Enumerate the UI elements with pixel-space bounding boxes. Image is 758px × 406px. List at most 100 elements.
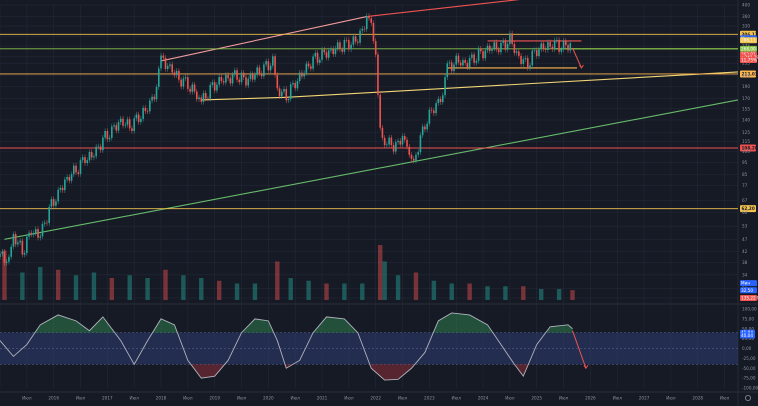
candle-body bbox=[28, 232, 30, 237]
candle-body bbox=[301, 72, 303, 77]
candle-body bbox=[3, 251, 6, 263]
candle-body bbox=[137, 114, 140, 122]
volume-bar bbox=[216, 280, 222, 300]
candle-body bbox=[75, 165, 77, 173]
candle-body bbox=[410, 154, 413, 159]
candle-body bbox=[104, 130, 106, 138]
price-tick-label: 330 bbox=[742, 24, 750, 29]
volume-bar bbox=[485, 286, 490, 300]
price-badge bbox=[740, 280, 757, 287]
candle-body bbox=[345, 39, 348, 41]
time-tick-label: Июл bbox=[237, 396, 247, 401]
candle-body bbox=[142, 107, 144, 119]
candle-body bbox=[421, 126, 424, 136]
candle-body bbox=[276, 74, 279, 89]
candle-body bbox=[99, 146, 102, 151]
time-tick-label: 2019 bbox=[209, 396, 220, 401]
price-badge bbox=[740, 287, 757, 294]
candle-body bbox=[533, 50, 536, 51]
candle-body bbox=[157, 68, 160, 87]
candle-body bbox=[97, 146, 100, 148]
candle-body bbox=[202, 93, 205, 102]
candle-body bbox=[321, 49, 323, 60]
candle-body bbox=[558, 39, 560, 52]
price-level-label: 213,03 bbox=[742, 71, 758, 76]
time-tick-label: Июл bbox=[398, 396, 408, 401]
candle-body bbox=[482, 51, 484, 59]
candle-body bbox=[348, 40, 350, 50]
candle-body bbox=[41, 223, 44, 237]
candle-body bbox=[386, 144, 388, 146]
price-tick-label: 38 bbox=[742, 260, 748, 265]
price-tick-label: 47 bbox=[742, 237, 748, 242]
candle-body bbox=[242, 72, 245, 78]
volume-bar bbox=[55, 269, 61, 300]
price-tick-label: 67 bbox=[742, 198, 748, 203]
candle-body bbox=[292, 82, 294, 85]
volume-bar bbox=[288, 278, 293, 300]
candle-body bbox=[8, 256, 10, 262]
candle-body bbox=[419, 135, 422, 153]
candle-body bbox=[175, 70, 178, 76]
candle-body bbox=[140, 118, 142, 122]
candle-body bbox=[135, 114, 138, 119]
candle-body bbox=[506, 43, 509, 50]
candle-body bbox=[298, 72, 301, 81]
candle-body bbox=[446, 63, 449, 78]
volume-bar bbox=[570, 290, 575, 300]
candle-body bbox=[265, 61, 267, 65]
candle-body bbox=[61, 187, 64, 191]
candle-body bbox=[569, 43, 572, 51]
candle-body bbox=[471, 54, 473, 58]
candle-body bbox=[435, 103, 437, 114]
candle-body bbox=[254, 74, 256, 80]
candle-body bbox=[529, 65, 531, 69]
candle-body bbox=[64, 179, 66, 191]
candle-body bbox=[310, 66, 312, 69]
time-tick-label: 2025 bbox=[531, 396, 542, 401]
price-tick-label: 42 bbox=[742, 249, 748, 254]
price-tick-label: 190 bbox=[742, 84, 750, 89]
candle-body bbox=[48, 206, 50, 224]
candle-body bbox=[303, 72, 305, 77]
candle-body bbox=[415, 154, 417, 161]
candle-body bbox=[0, 253, 1, 257]
candle-body bbox=[553, 40, 556, 50]
candle-body bbox=[88, 151, 91, 161]
candle-body bbox=[515, 51, 518, 53]
price-badge bbox=[740, 294, 757, 301]
candle-body bbox=[524, 58, 527, 60]
volume-bar bbox=[234, 283, 240, 300]
candle-body bbox=[551, 46, 554, 50]
oscillator-overbought-fill bbox=[0, 312, 573, 333]
candle-body bbox=[493, 42, 496, 49]
volume-bar bbox=[163, 269, 168, 300]
candle-body bbox=[372, 22, 375, 42]
candle-body bbox=[495, 42, 498, 50]
time-tick-label: 2023 bbox=[424, 396, 435, 401]
price-tick-label: 60 bbox=[742, 210, 748, 215]
candle-body bbox=[236, 70, 238, 80]
candle-body bbox=[285, 89, 288, 101]
candle-body bbox=[146, 111, 149, 112]
candle-body bbox=[305, 63, 308, 73]
candle-body bbox=[43, 222, 46, 224]
candle-body bbox=[267, 61, 270, 71]
oscillator-tick-label: 50,00 bbox=[742, 326, 754, 331]
candle-body bbox=[540, 43, 542, 50]
candle-body bbox=[439, 98, 442, 103]
time-tick-label: Июл bbox=[130, 396, 140, 401]
candle-body bbox=[417, 152, 419, 155]
candle-body bbox=[119, 118, 122, 123]
price-tick-label: 125 bbox=[742, 130, 750, 135]
candle-body bbox=[535, 50, 538, 57]
candle-body bbox=[341, 49, 343, 52]
price-badge bbox=[740, 45, 757, 52]
candle-body bbox=[547, 42, 549, 51]
candle-body bbox=[316, 52, 319, 63]
candle-body bbox=[455, 55, 458, 65]
candle-body bbox=[294, 82, 296, 89]
candle-body bbox=[256, 67, 258, 75]
candle-body bbox=[433, 110, 435, 114]
